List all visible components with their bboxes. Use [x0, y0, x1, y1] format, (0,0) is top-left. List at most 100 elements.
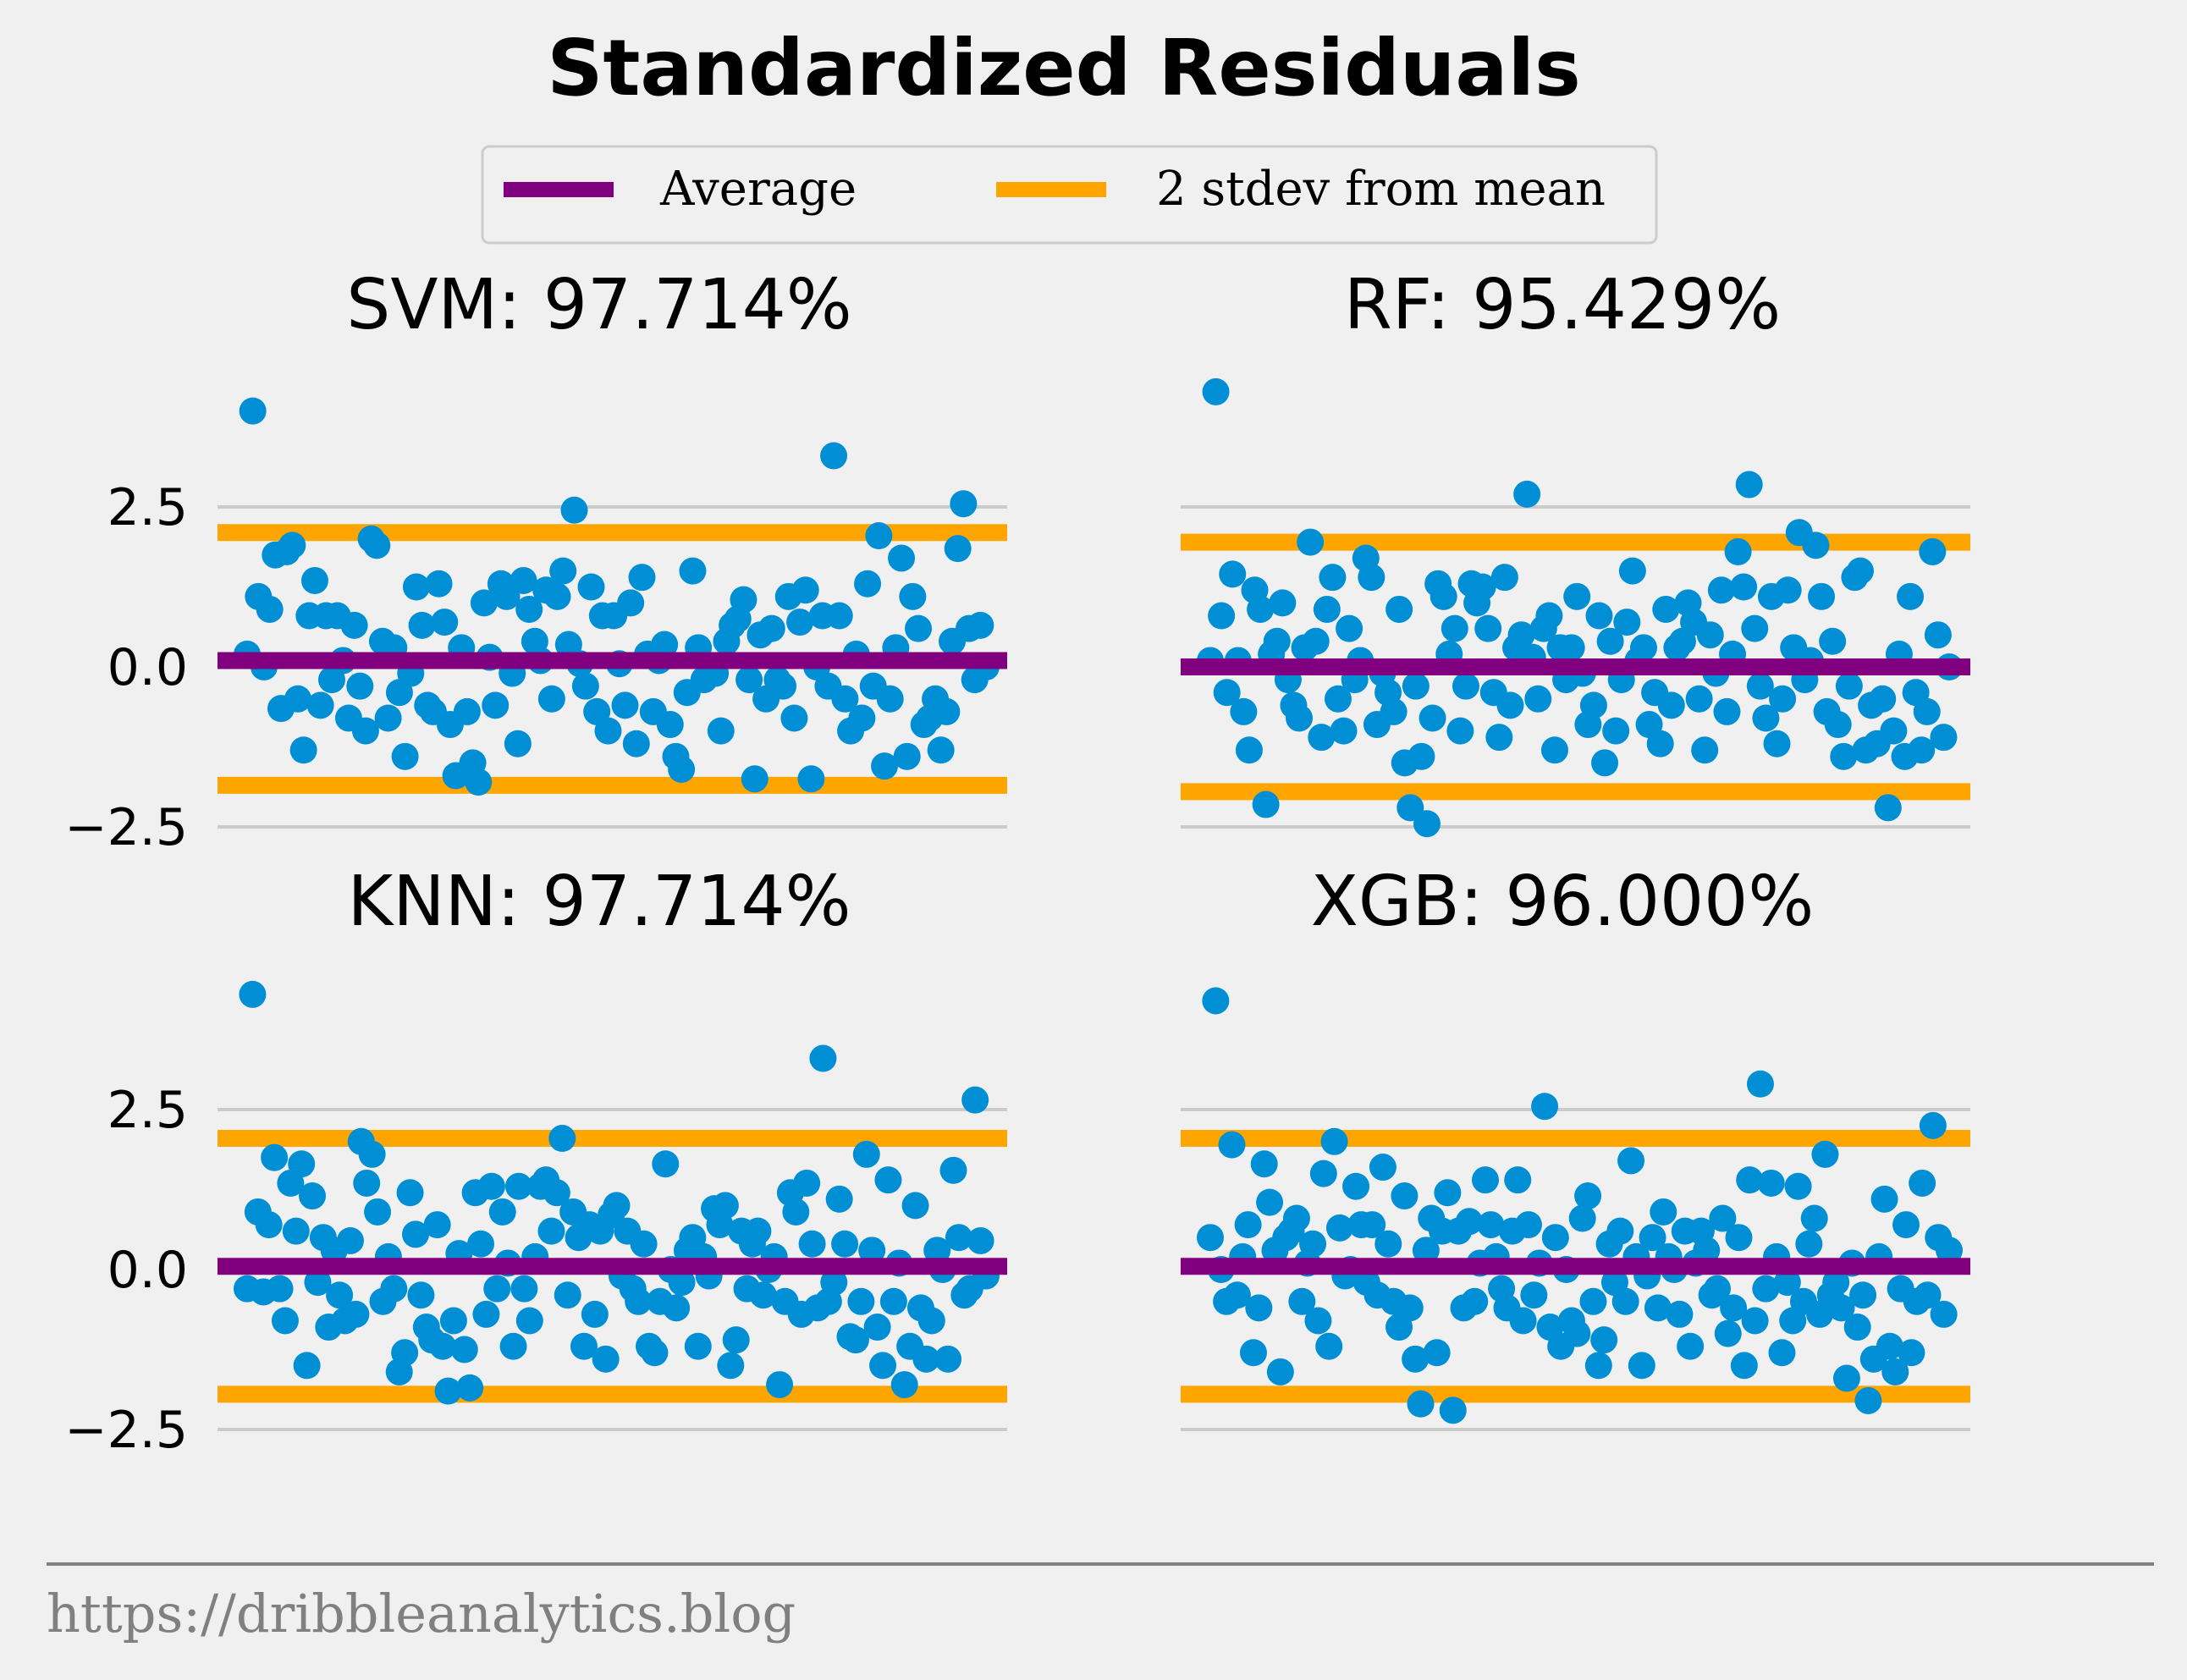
- residual-point: [1741, 1307, 1769, 1335]
- residual-point: [893, 742, 921, 770]
- residual-point: [1735, 471, 1763, 498]
- subplot-title: XGB: 96.000%: [1311, 862, 1815, 942]
- residual-point: [1369, 1154, 1396, 1182]
- residual-point: [1832, 1364, 1860, 1392]
- residual-point: [1930, 724, 1958, 752]
- residual-point: [711, 1192, 739, 1220]
- residual-point: [482, 691, 510, 719]
- residual-point: [780, 704, 808, 732]
- residual-point: [1402, 1345, 1430, 1373]
- chart-title: Standardized Residuals: [547, 23, 1581, 113]
- residual-point: [577, 573, 605, 601]
- residual-point: [477, 1172, 505, 1200]
- residual-point: [1730, 1352, 1758, 1380]
- residual-point: [1563, 582, 1591, 610]
- residual-point: [1696, 621, 1724, 649]
- residual-point: [1535, 602, 1563, 630]
- residual-point: [470, 589, 498, 617]
- residual-point: [391, 742, 419, 770]
- residual-point: [271, 1307, 299, 1335]
- residual-point: [1557, 634, 1585, 662]
- residual-point: [1652, 595, 1680, 623]
- residual-point: [1802, 532, 1830, 559]
- residual-point: [1746, 1070, 1774, 1098]
- residual-point: [798, 1230, 826, 1258]
- residual-point: [1219, 560, 1247, 588]
- residual-point: [1461, 1287, 1489, 1315]
- residual-point: [408, 611, 436, 639]
- residual-point: [1245, 1294, 1273, 1322]
- residual-point: [429, 1332, 457, 1360]
- residual-point: [1213, 679, 1241, 707]
- residual-point: [1736, 1166, 1764, 1194]
- y-tick-label: 0.0: [107, 1241, 188, 1300]
- residual-point: [570, 1332, 598, 1360]
- residual-point: [617, 589, 645, 617]
- residual-point: [488, 1198, 516, 1226]
- residual-point: [1266, 1358, 1294, 1385]
- residual-point: [1439, 1396, 1467, 1424]
- residual-point: [1297, 528, 1325, 556]
- residual-point: [1591, 749, 1619, 777]
- residual-point: [1452, 672, 1479, 700]
- residual-point: [917, 1307, 945, 1335]
- residual-point: [401, 1220, 429, 1248]
- subplot-3: XGB: 96.000%: [1181, 862, 1970, 1431]
- residual-point: [510, 566, 537, 594]
- residual-point: [261, 1143, 289, 1171]
- residual-point: [1629, 634, 1657, 662]
- residual-point: [945, 1224, 972, 1252]
- residual-point: [1617, 1147, 1645, 1175]
- residual-point: [766, 1371, 794, 1399]
- residual-point: [641, 1339, 669, 1367]
- residual-point: [407, 1281, 435, 1309]
- residual-point: [537, 1217, 565, 1245]
- residual-point: [901, 1192, 929, 1220]
- residual-point: [374, 704, 402, 732]
- residual-point: [1330, 717, 1358, 745]
- residual-point: [939, 1156, 967, 1184]
- residual-point: [1324, 685, 1352, 713]
- residual-point: [1239, 1339, 1267, 1367]
- residual-point: [456, 1374, 484, 1402]
- residual-point: [515, 1307, 543, 1335]
- residual-point: [1308, 724, 1336, 752]
- residual-point: [825, 602, 853, 630]
- residual-point: [668, 1269, 696, 1297]
- residual-point: [871, 752, 899, 780]
- residual-point: [1880, 717, 1908, 745]
- residual-point: [1504, 1166, 1532, 1194]
- residual-point: [1892, 1211, 1920, 1239]
- residual-point: [1541, 1224, 1569, 1252]
- residual-point: [402, 573, 430, 601]
- residual-point: [1496, 691, 1524, 719]
- residual-point: [651, 631, 679, 658]
- residual-point: [396, 1179, 424, 1207]
- residual-point: [1434, 1179, 1462, 1207]
- residual-point: [581, 1300, 609, 1328]
- residual-point: [1874, 794, 1902, 822]
- residual-point: [504, 1172, 532, 1200]
- residual-point: [326, 1281, 354, 1309]
- residual-point: [1585, 602, 1613, 630]
- residual-point: [1596, 627, 1624, 655]
- residual-point: [874, 1166, 902, 1194]
- residual-point: [1507, 621, 1535, 649]
- residual-point: [1269, 589, 1297, 617]
- residual-point: [1474, 614, 1502, 642]
- residual-point: [363, 532, 391, 559]
- residual-point: [1707, 576, 1735, 604]
- residual-point: [1919, 1111, 1947, 1139]
- residual-point: [825, 1185, 853, 1213]
- residual-point: [722, 1326, 750, 1354]
- residual-point: [905, 614, 933, 642]
- residual-point: [1800, 1204, 1828, 1232]
- residual-point: [757, 614, 785, 642]
- residual-point: [1514, 1211, 1542, 1239]
- residual-point: [741, 765, 768, 793]
- residual-point: [749, 1281, 777, 1309]
- residual-point: [1304, 1307, 1332, 1335]
- residual-point: [1741, 614, 1769, 642]
- residual-point: [1374, 1230, 1402, 1258]
